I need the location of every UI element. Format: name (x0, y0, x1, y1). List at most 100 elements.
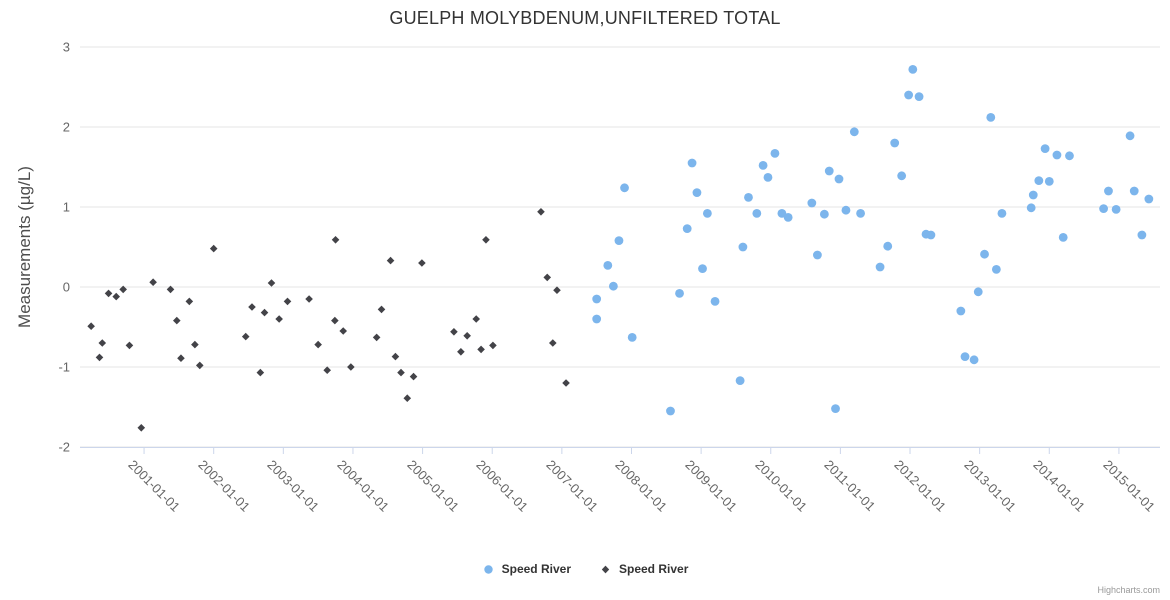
data-point-speed-river[interactable] (603, 261, 613, 270)
data-point-speed-river[interactable] (744, 193, 753, 202)
data-point-speed-river[interactable] (813, 250, 822, 260)
data-point-speed-river[interactable] (991, 265, 1001, 274)
data-point-speed-river[interactable] (248, 303, 256, 311)
data-point-speed-river[interactable] (403, 394, 412, 402)
data-point-speed-river[interactable] (450, 328, 458, 336)
data-point-speed-river[interactable] (195, 361, 204, 370)
data-point-speed-river[interactable] (890, 138, 900, 148)
data-point-speed-river[interactable] (267, 279, 276, 287)
data-point-speed-river[interactable] (553, 286, 561, 294)
data-point-speed-river[interactable] (149, 278, 157, 286)
data-point-speed-river[interactable] (323, 366, 331, 374)
data-point-speed-river[interactable] (620, 183, 629, 193)
data-point-speed-river[interactable] (687, 158, 697, 168)
data-point-speed-river[interactable] (692, 188, 702, 198)
data-point-speed-river[interactable] (831, 404, 840, 413)
data-point-speed-river[interactable] (980, 249, 989, 259)
data-point-speed-river[interactable] (1044, 177, 1054, 186)
data-point-speed-river[interactable] (209, 244, 218, 253)
data-point-speed-river[interactable] (783, 213, 793, 222)
data-point-speed-river[interactable] (926, 230, 936, 240)
data-point-speed-river[interactable] (137, 424, 146, 432)
data-point-speed-river[interactable] (856, 209, 865, 218)
data-point-speed-river[interactable] (1065, 151, 1074, 161)
data-point-speed-river[interactable] (119, 285, 127, 294)
data-point-speed-river[interactable] (95, 353, 104, 362)
data-point-speed-river[interactable] (104, 289, 113, 298)
data-point-speed-river[interactable] (87, 322, 95, 330)
data-point-speed-river[interactable] (908, 65, 918, 74)
data-point-speed-river[interactable] (824, 166, 834, 176)
data-point-speed-river[interactable] (875, 262, 885, 272)
data-point-speed-river[interactable] (177, 354, 185, 362)
data-point-speed-river[interactable] (914, 92, 924, 101)
data-point-speed-river[interactable] (960, 352, 970, 361)
data-point-speed-river[interactable] (283, 297, 292, 306)
data-point-speed-river[interactable] (172, 316, 181, 325)
data-point-speed-river[interactable] (1111, 205, 1121, 214)
data-point-speed-river[interactable] (752, 209, 762, 218)
data-point-speed-river[interactable] (331, 316, 339, 325)
data-point-speed-river[interactable] (904, 90, 914, 100)
data-point-speed-river[interactable] (391, 352, 400, 361)
data-point-speed-river[interactable] (543, 273, 552, 282)
data-point-speed-river[interactable] (986, 113, 996, 122)
highcharts-credit[interactable]: Highcharts.com (1097, 585, 1160, 595)
data-point-speed-river[interactable] (883, 241, 893, 251)
data-point-speed-river[interactable] (482, 236, 490, 244)
data-point-speed-river[interactable] (1034, 176, 1044, 186)
data-point-speed-river[interactable] (627, 333, 637, 342)
data-point-speed-river[interactable] (666, 406, 675, 416)
data-point-speed-river[interactable] (608, 281, 618, 291)
data-point-speed-river[interactable] (339, 327, 348, 335)
data-point-speed-river[interactable] (98, 339, 107, 347)
data-point-speed-river[interactable] (710, 297, 720, 306)
data-point-speed-river[interactable] (1058, 233, 1068, 242)
data-point-speed-river[interactable] (758, 161, 768, 170)
data-point-speed-river[interactable] (1026, 203, 1036, 213)
data-point-speed-river[interactable] (477, 345, 485, 354)
data-point-speed-river[interactable] (125, 341, 134, 350)
data-point-speed-river[interactable] (489, 341, 497, 350)
data-point-speed-river[interactable] (702, 209, 712, 218)
data-point-speed-river[interactable] (562, 379, 570, 387)
data-point-speed-river[interactable] (1040, 144, 1050, 154)
data-point-speed-river[interactable] (537, 208, 545, 216)
data-point-speed-river[interactable] (418, 259, 426, 267)
data-point-speed-river[interactable] (457, 348, 465, 356)
data-point-speed-river[interactable] (1052, 150, 1062, 160)
data-point-speed-river[interactable] (549, 339, 557, 347)
data-point-speed-river[interactable] (191, 340, 199, 349)
data-point-speed-river[interactable] (738, 242, 748, 252)
data-point-speed-river[interactable] (397, 368, 405, 377)
data-point-speed-river[interactable] (386, 256, 395, 265)
data-point-speed-river[interactable] (770, 149, 780, 158)
legend-item-speed-river-1[interactable]: Speed River (482, 562, 571, 576)
data-point-speed-river[interactable] (1129, 186, 1139, 196)
data-point-speed-river[interactable] (1028, 190, 1038, 200)
data-point-speed-river[interactable] (409, 372, 418, 381)
data-point-speed-river[interactable] (973, 287, 983, 297)
data-point-speed-river[interactable] (241, 332, 250, 341)
data-point-speed-river[interactable] (682, 224, 692, 234)
data-point-speed-river[interactable] (807, 198, 817, 208)
data-point-speed-river[interactable] (1137, 230, 1147, 240)
legend-item-speed-river-2[interactable]: Speed River (599, 562, 688, 576)
data-point-speed-river[interactable] (112, 292, 121, 301)
data-point-speed-river[interactable] (166, 285, 175, 294)
data-point-speed-river[interactable] (735, 376, 745, 385)
data-point-speed-river[interactable] (463, 332, 471, 340)
data-point-speed-river[interactable] (331, 236, 340, 244)
data-point-speed-river[interactable] (897, 171, 907, 181)
data-point-speed-river[interactable] (592, 314, 602, 324)
data-point-speed-river[interactable] (956, 306, 966, 316)
data-point-speed-river[interactable] (314, 340, 322, 349)
data-point-speed-river[interactable] (1125, 131, 1135, 141)
data-point-speed-river[interactable] (1099, 204, 1108, 214)
data-point-speed-river[interactable] (260, 308, 269, 317)
data-point-speed-river[interactable] (841, 205, 851, 215)
data-point-speed-river[interactable] (256, 368, 265, 377)
data-point-speed-river[interactable] (305, 295, 313, 303)
data-point-speed-river[interactable] (834, 174, 844, 184)
data-point-speed-river[interactable] (969, 355, 979, 365)
